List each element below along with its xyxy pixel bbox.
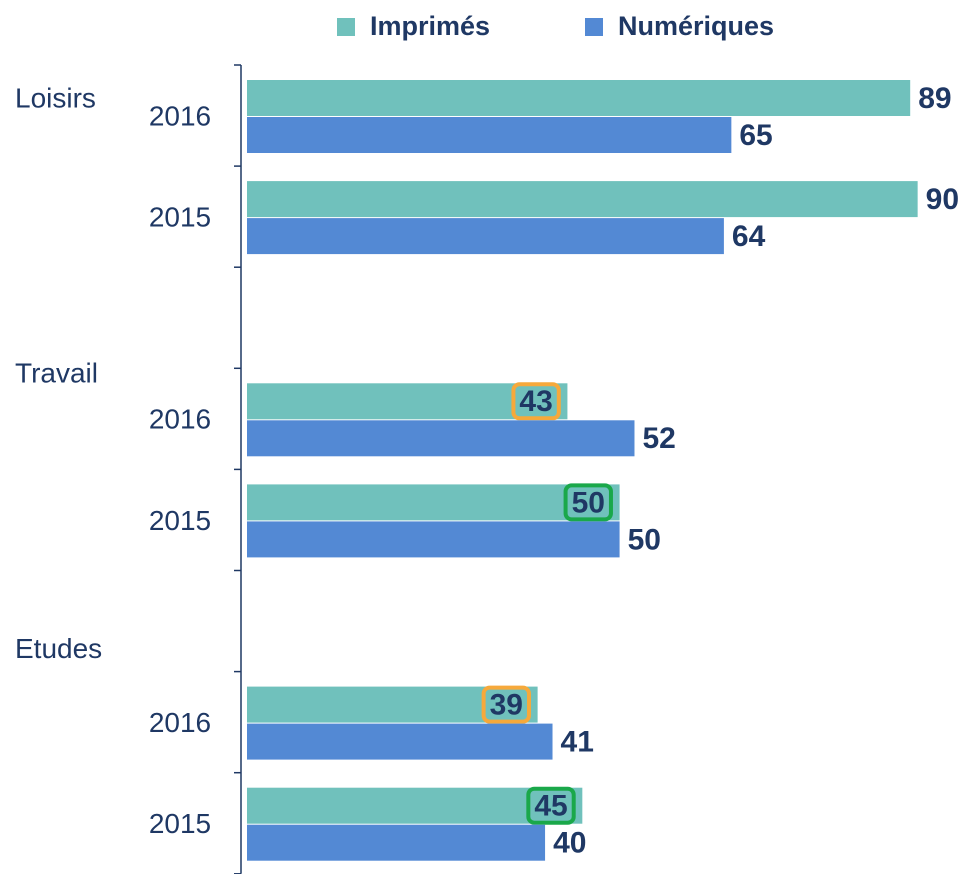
year-label: 2016 — [149, 707, 211, 738]
bar — [247, 484, 620, 521]
bar — [247, 420, 635, 457]
label-box — [481, 685, 531, 724]
bar — [247, 824, 546, 861]
legend-swatch — [337, 18, 355, 36]
year-label: 2015 — [149, 808, 211, 839]
bar — [247, 686, 538, 723]
value-label: 52 — [642, 422, 675, 455]
group-label: Etudes — [15, 633, 102, 664]
value-label: 50 — [628, 523, 661, 556]
group-label: Travail — [15, 358, 98, 389]
value-label: 40 — [553, 827, 586, 860]
value-label: 89 — [918, 82, 951, 115]
group-label: Loisirs — [15, 82, 96, 113]
year-label: 2016 — [149, 404, 211, 435]
bar — [247, 218, 724, 255]
legend-text: Numériques — [618, 11, 774, 41]
year-label: 2016 — [149, 100, 211, 131]
value-label: 45 — [534, 790, 567, 823]
bar — [247, 117, 732, 153]
year-label: 2015 — [149, 201, 211, 232]
bar — [247, 80, 911, 116]
bar — [247, 787, 583, 824]
value-label: 65 — [739, 119, 772, 152]
legend-text: Imprimés — [370, 11, 490, 41]
legend-swatch — [585, 18, 603, 36]
label-box — [511, 382, 561, 421]
bar — [247, 723, 553, 760]
label-box — [526, 786, 576, 825]
value-label: 50 — [572, 486, 605, 519]
value-label: 39 — [490, 689, 523, 722]
label-box — [563, 483, 613, 522]
year-label: 2015 — [149, 505, 211, 536]
bar — [247, 181, 918, 218]
value-label: 41 — [561, 726, 594, 759]
bar — [247, 521, 620, 558]
value-label: 64 — [732, 220, 766, 253]
value-label: 43 — [519, 385, 552, 418]
value-label: 90 — [926, 183, 959, 216]
